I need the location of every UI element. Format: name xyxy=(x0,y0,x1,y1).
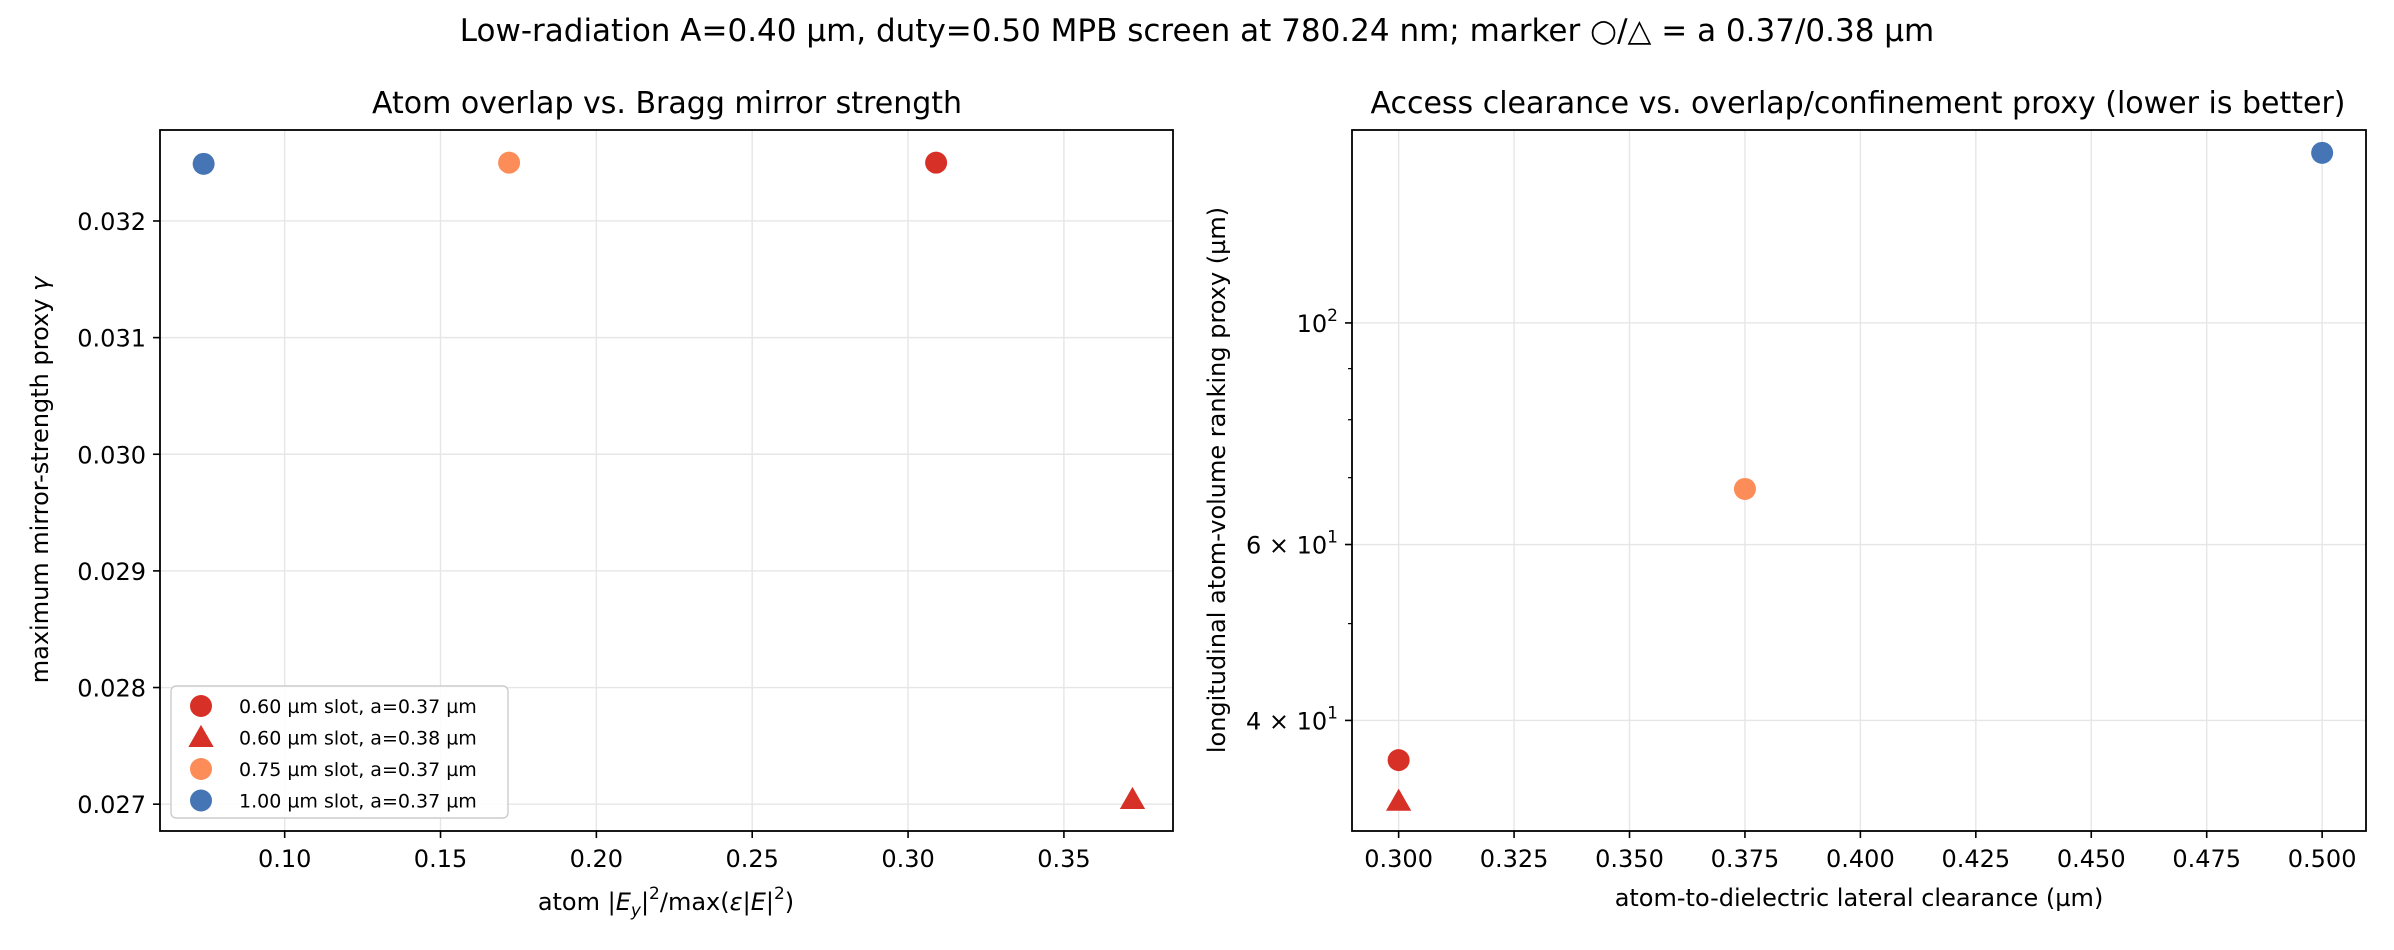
legend-marker xyxy=(190,758,212,780)
legend-label: 0.60 µm slot, a=0.37 µm xyxy=(239,696,477,718)
x-tick-label: 0.25 xyxy=(725,845,778,873)
chart-left: Atom overlap vs. Bragg mirror strength 0… xyxy=(26,86,1174,921)
y-tick-label: 0.028 xyxy=(77,675,146,703)
data-point xyxy=(925,151,948,174)
chart-left-frame xyxy=(159,129,1174,832)
data-point xyxy=(2311,141,2334,164)
x-tick-label: 0.500 xyxy=(2288,845,2357,873)
y-tick-label: 0.027 xyxy=(77,791,146,819)
data-point xyxy=(1733,477,1756,500)
y-tick-label: 102 xyxy=(1297,306,1338,338)
legend-label: 1.00 µm slot, a=0.37 µm xyxy=(239,791,477,813)
y-tick-label: 0.030 xyxy=(77,441,146,469)
chart-left-markers xyxy=(192,151,1146,809)
legend-marker xyxy=(188,724,214,747)
x-tick-label: 0.350 xyxy=(1595,845,1664,873)
x-tick-label: 0.425 xyxy=(1941,845,2010,873)
chart-right-markers xyxy=(1385,141,2334,811)
x-tick-label: 0.35 xyxy=(1037,845,1090,873)
x-tick-label: 0.20 xyxy=(570,845,623,873)
data-point xyxy=(1387,749,1410,772)
x-tick-label: 0.450 xyxy=(2057,845,2126,873)
y-tick-label: 4 × 101 xyxy=(1246,703,1338,735)
y-tick-label: 0.032 xyxy=(77,208,146,236)
chart-right-ticks: 0.300 0.325 0.350 0.375 0.400 0.425 0.450 0.475… xyxy=(1246,306,2357,873)
x-tick-label: 0.400 xyxy=(1826,845,1895,873)
y-tick-label: 0.029 xyxy=(77,558,146,586)
x-tick-label: 0.325 xyxy=(1480,845,1549,873)
chart-right-grid xyxy=(1352,130,2366,831)
y-tick-label: 0.031 xyxy=(77,325,146,353)
legend: 0.60 µm slot, a=0.37 µm 0.60 µm slot, a=0… xyxy=(170,685,509,819)
x-tick-label: 0.10 xyxy=(258,845,311,873)
legend-marker xyxy=(190,789,212,812)
x-tick-label: 0.475 xyxy=(2172,845,2241,873)
legend-label: 0.75 µm slot, a=0.37 µm xyxy=(239,759,477,781)
chart-right-frame xyxy=(1351,129,2367,832)
chart-left-ticks: 0.10 0.15 0.20 0.25 0.30 0.35 0.027 0.028 0.029 0… xyxy=(77,208,1090,873)
chart-left-xlabel: atom |Ey|2/max(ε|E|2) xyxy=(538,884,794,921)
chart-left-ylabel: maximum mirror-strength proxy γ xyxy=(26,275,54,683)
y-tick-label: 6 × 101 xyxy=(1246,528,1338,560)
chart-right-title: Access clearance vs. overlap/confinement… xyxy=(1370,86,2345,121)
legend-marker xyxy=(190,695,212,717)
x-tick-label: 0.30 xyxy=(881,845,934,873)
legend-frame xyxy=(170,685,509,819)
chart-right-xlabel: atom-to-dielectric lateral clearance (µm… xyxy=(1615,884,2104,912)
x-tick-label: 0.300 xyxy=(1364,845,1433,873)
data-point xyxy=(1385,788,1412,811)
x-tick-label: 0.15 xyxy=(414,845,467,873)
data-point xyxy=(498,151,521,174)
data-point xyxy=(1119,786,1146,809)
chart-left-title: Atom overlap vs. Bragg mirror strength xyxy=(372,86,962,121)
chart-right: Access clearance vs. overlap/confinement… xyxy=(1203,86,2367,912)
chart-right-ylabel: longitudinal atom-volume ranking proxy (… xyxy=(1203,207,1231,753)
figure-suptitle: Low-radiation A=0.40 µm, duty=0.50 MPB s… xyxy=(460,13,1934,49)
data-point xyxy=(192,152,215,175)
legend-label: 0.60 µm slot, a=0.38 µm xyxy=(239,728,477,750)
x-tick-label: 0.375 xyxy=(1711,845,1780,873)
